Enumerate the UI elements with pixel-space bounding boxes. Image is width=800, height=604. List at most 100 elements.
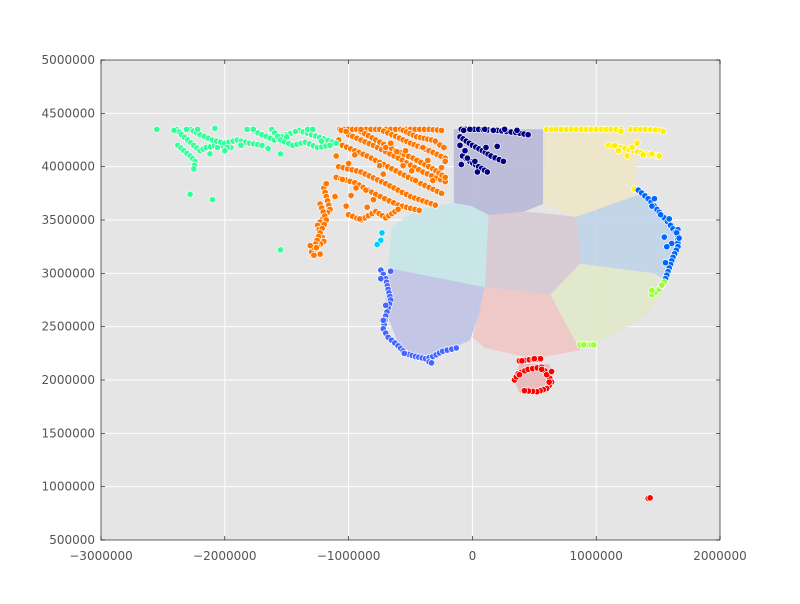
y-tick-label: 2500000: [42, 320, 95, 334]
region-polygon: [385, 268, 485, 357]
scatter-point: [530, 355, 538, 363]
scatter-point: [393, 148, 401, 156]
scatter-point: [356, 215, 364, 223]
scatter-point: [548, 367, 556, 376]
scatter-point: [431, 137, 439, 145]
scatter-point: [655, 152, 663, 160]
y-tick-label: 4500000: [42, 106, 95, 120]
x-tick-label: 0: [469, 549, 477, 563]
y-tick-label: 5000000: [42, 53, 95, 67]
scatter-point: [237, 141, 245, 149]
scatter-point: [411, 176, 420, 185]
scatter-point: [369, 196, 377, 204]
scatter-point: [545, 378, 553, 386]
scatter-point: [429, 176, 437, 185]
scatter-point: [463, 154, 471, 162]
scatter-point: [213, 143, 221, 152]
scatter-point: [387, 267, 395, 275]
scatter-point: [471, 157, 479, 165]
scatter-point: [482, 143, 490, 152]
scatter-point: [170, 126, 178, 134]
trace-point: [326, 141, 334, 149]
scatter-point: [382, 301, 390, 309]
scatter-point: [648, 150, 656, 158]
scatter-point: [276, 246, 285, 254]
scatter-point: [211, 124, 219, 132]
trace-point: [431, 201, 439, 209]
scatter-point: [466, 125, 474, 133]
trace-point: [536, 355, 545, 363]
scatter-point: [424, 156, 432, 164]
scatter-point: [243, 125, 251, 133]
scatter-point: [379, 170, 387, 178]
scatter-point: [194, 125, 202, 133]
scatter-point: [633, 139, 641, 147]
scatter-point: [628, 143, 636, 152]
scatter-point: [408, 167, 416, 175]
scatter-point: [481, 125, 489, 133]
scatter-point: [306, 242, 314, 250]
scatter-point: [345, 159, 353, 168]
axis-ticks: [100, 59, 721, 541]
trace-point: [483, 168, 491, 176]
y-tick-label: 1000000: [42, 480, 95, 494]
scatter-point: [639, 151, 647, 159]
scatter-point: [331, 192, 339, 201]
scatter-point: [309, 125, 317, 133]
scatter-point: [352, 184, 360, 192]
trace-point: [190, 165, 198, 173]
scatter-point: [611, 141, 619, 149]
scatter-point: [332, 152, 340, 160]
scatter-point: [419, 143, 427, 152]
axis-tick-labels: −3000000 −2000000 −1000000 0 1000000 2000000 5…: [42, 53, 747, 563]
scatter-point: [623, 152, 631, 160]
scatter-point: [457, 160, 465, 169]
y-tick-label: 1500000: [42, 426, 95, 440]
scatter-point: [646, 494, 654, 502]
trace-point: [415, 206, 423, 214]
scatter-point: [648, 286, 656, 294]
scatter-point: [437, 164, 446, 172]
scatter-point: [590, 341, 598, 349]
scatter-point: [347, 191, 355, 200]
scatter-point: [538, 365, 546, 373]
trace-point: [332, 139, 340, 147]
scatter-point: [580, 341, 588, 349]
scatter-point: [312, 244, 320, 252]
scatter-point: [264, 144, 272, 153]
scatter-point: [291, 127, 299, 136]
scatter-point: [382, 143, 390, 152]
scatter-point: [663, 243, 671, 251]
region-polygon: [550, 263, 664, 351]
data-points: [153, 124, 683, 502]
x-tick-label: 2000000: [693, 549, 746, 563]
plot-frame: [100, 59, 721, 541]
x-tick-label: −1000000: [317, 549, 381, 563]
scatter-point: [206, 150, 214, 158]
scatter-point: [657, 211, 665, 219]
scatter-point: [363, 203, 371, 211]
scatter-point: [518, 357, 526, 365]
scatter-point: [515, 371, 523, 379]
scatter-point: [399, 162, 407, 170]
scatter-point: [675, 234, 683, 242]
region-polygon: [388, 202, 489, 288]
scatter-point: [489, 126, 497, 134]
region-polygon: [576, 194, 677, 281]
x-tick-label: −3000000: [69, 549, 133, 563]
trace-point: [452, 344, 460, 352]
trace-point: [394, 205, 402, 213]
scatter-point: [317, 137, 325, 145]
trace-point: [441, 173, 449, 181]
scatter-point: [322, 180, 330, 188]
scatter-point: [373, 240, 381, 249]
scatter-point: [221, 147, 229, 155]
scatter-point: [182, 125, 190, 133]
scatter-point: [441, 157, 449, 165]
region-polygon: [472, 287, 581, 359]
scatter-point: [249, 125, 257, 133]
scatter-point: [186, 190, 194, 198]
y-tick-label: 3500000: [42, 213, 95, 227]
